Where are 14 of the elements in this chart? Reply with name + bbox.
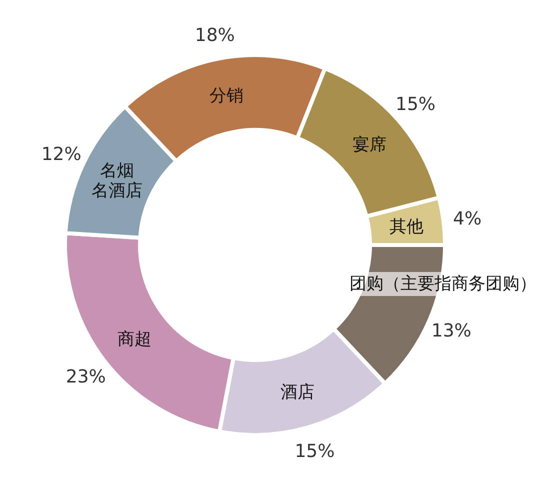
- data-label: 13%: [431, 320, 472, 342]
- slice-label: 分销: [209, 86, 244, 106]
- slice-label: 团购（主要指商务团购）: [350, 274, 536, 294]
- data-label: 23%: [66, 366, 106, 388]
- slice-label: 酒店: [280, 382, 315, 402]
- data-label: 4%: [453, 208, 482, 230]
- slice-label: 其他: [389, 216, 424, 237]
- data-label: 15%: [396, 94, 436, 115]
- slice-label: 名烟名酒店: [92, 160, 143, 202]
- data-label: 18%: [194, 25, 235, 46]
- data-label: 15%: [294, 440, 335, 462]
- slice-label: 商超: [118, 329, 152, 350]
- slice-label: 宴席: [352, 135, 386, 156]
- data-label: 12%: [41, 144, 82, 166]
